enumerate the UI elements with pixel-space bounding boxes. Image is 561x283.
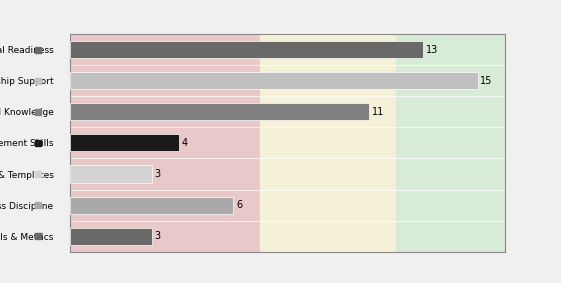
Bar [70, 134, 179, 151]
Bar [70, 228, 151, 245]
Text: 4: 4 [182, 138, 188, 148]
Text: 6: 6 [236, 200, 242, 210]
Bar [260, 34, 396, 252]
Text: 13: 13 [426, 44, 438, 55]
Bar [70, 103, 369, 120]
Text: 3: 3 [154, 231, 160, 241]
Text: 11: 11 [372, 107, 384, 117]
Bar [70, 34, 260, 252]
Bar [70, 166, 151, 183]
Text: 15: 15 [480, 76, 493, 86]
Bar [70, 72, 478, 89]
Bar [70, 41, 424, 58]
Bar [70, 197, 233, 214]
Text: 3: 3 [154, 169, 160, 179]
Bar [396, 34, 505, 252]
